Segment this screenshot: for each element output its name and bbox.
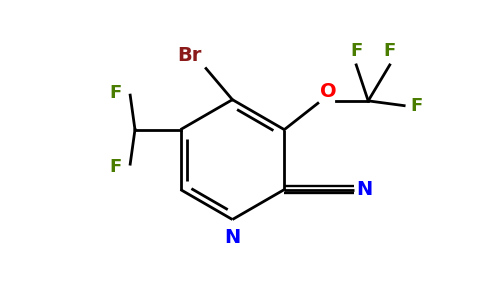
Text: O: O: [320, 82, 337, 101]
Text: Br: Br: [177, 46, 201, 65]
Text: N: N: [356, 180, 373, 199]
Text: F: F: [109, 158, 121, 175]
Text: F: F: [384, 42, 396, 60]
Text: F: F: [350, 42, 363, 60]
Text: N: N: [224, 228, 241, 247]
Text: F: F: [410, 97, 422, 115]
Text: F: F: [109, 84, 121, 102]
